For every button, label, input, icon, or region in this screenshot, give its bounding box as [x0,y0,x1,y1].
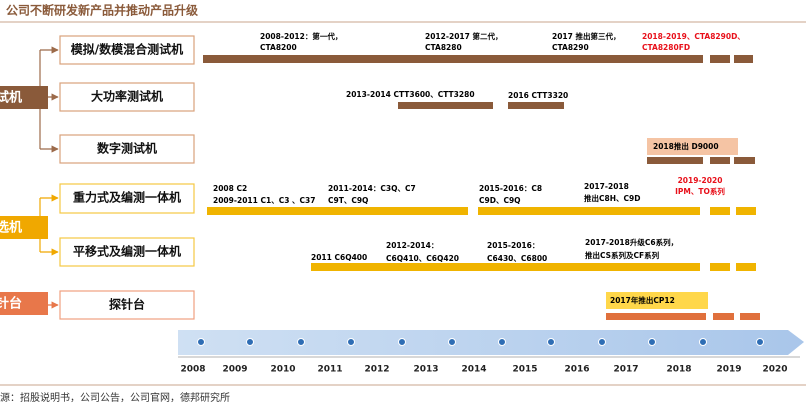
highlight [647,138,738,155]
note: CTA8290 [552,43,589,52]
year-label: 2016 [564,365,589,375]
note: 2017 推出第三代， [552,31,621,41]
timeline-dot [347,338,355,346]
note: 2011-2014：C3Q、C7 [328,184,416,193]
product-name: 重力式及编测一体机 [73,190,181,205]
timeline-dot [246,338,254,346]
year-label: 2020 [762,365,787,375]
timeline-dot [699,338,707,346]
note: 2009-2011 C1、C3 、C37 [213,196,315,205]
year-label: 2012 [364,365,389,375]
timeline-dot [598,338,606,346]
note: CTA8280 [425,43,462,52]
timeline-arrow [178,330,804,355]
note: C9D、C9Q [479,196,521,205]
group-box [0,216,48,239]
year-label: 2017 [613,365,638,375]
bars [207,207,756,271]
product-name: 数字测试机 [97,141,157,156]
note: 2018-2019、CTA8290D、 [642,32,745,41]
timeline-dot [756,338,764,346]
timeline-dot [648,338,656,346]
timeline-dot [398,338,406,346]
year-label: 2015 [512,365,537,375]
group-box [0,292,48,315]
title: 公司不断研发新产品并推动产品升级 [6,3,198,18]
note: 2018推出 D9000 [653,141,719,151]
group-label: 选机 [0,220,22,236]
note: 2015-2016： [487,241,539,250]
note: C9T、C9Q [328,196,368,205]
note: 2017年推出CP12 [610,295,675,305]
highlight [606,292,708,309]
year-label: 2011 [317,365,342,375]
group-label: 试机 [0,90,22,106]
note: CTA8280FD [642,43,690,52]
timeline-dot [498,338,506,346]
bars [606,313,760,320]
note: 2011 C6Q400 [311,253,367,262]
year-label: 2008 [180,365,205,375]
product-boxes [59,35,195,320]
timeline-dots [197,338,764,346]
timeline-years: 2008 2009 2010 2011 2012 2013 2014 2015 2016 2017… [180,365,787,375]
group-box [0,86,48,109]
notes: 2008-2012：第一代， CTA8200 2012-2017 第二代， CT… [213,31,745,305]
note: CTA8200 [260,43,297,52]
note: 2019-2020 [678,176,723,185]
year-label: 2019 [716,365,741,375]
timeline-dot [547,338,555,346]
note: IPM、TO系列 [675,186,725,196]
note: 2017-2018升级C6系列， [585,237,678,247]
note: 2013-2014 CTT3600、CTT3280 [346,90,475,99]
note: C6Q410、C6Q420 [386,254,459,263]
note: 2016 CTT3320 [508,91,568,100]
year-label: 2009 [222,365,247,375]
timeline-dot [197,338,205,346]
product-name: 模拟/数模混合测试机 [71,42,183,57]
note: 2017-2018 [584,182,629,191]
note: 2012-2014： [386,241,438,250]
year-label: 2014 [461,365,486,375]
year-label: 2018 [666,365,691,375]
year-label: 2010 [270,365,295,375]
note: 2012-2017 第二代， [425,31,502,41]
source: 源：招股说明书，公司公告，公司官网，德邦研究所 [0,391,230,404]
year-label: 2013 [413,365,438,375]
note: C6430、C6800 [487,254,547,263]
product-name: 平移式及编测一体机 [73,244,181,259]
note: 2015-2016：C8 [479,184,542,193]
note: 推出C8H、C9D [584,193,640,203]
group-label: 针台 [0,296,22,312]
product-name: 探针台 [109,297,145,312]
timeline-dot [297,338,305,346]
note: 2008-2012：第一代， [260,31,342,41]
note: 2008 C2 [213,184,247,193]
note: 推出CS系列及CF系列 [585,250,660,260]
product-name: 大功率测试机 [91,89,163,104]
timeline-dot [448,338,456,346]
bars [203,55,755,164]
